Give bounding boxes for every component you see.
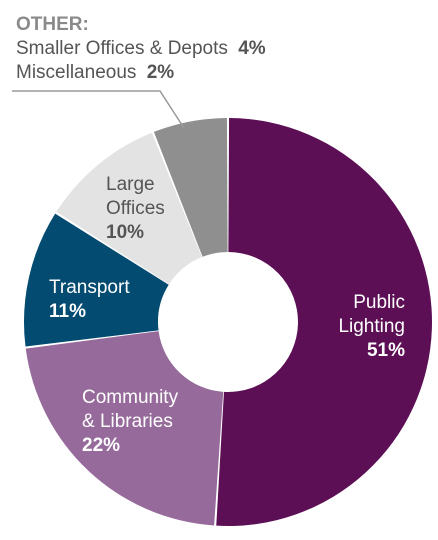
slice-label-text: Public bbox=[353, 292, 405, 313]
other-title: OTHER: bbox=[16, 14, 89, 35]
slice-label-text: Lighting bbox=[338, 316, 405, 337]
slice-value-label: 10% bbox=[106, 222, 144, 243]
pie-slice bbox=[23, 213, 169, 347]
slice-value-label: 51% bbox=[367, 340, 405, 361]
pie-slice bbox=[25, 331, 224, 526]
slices-group bbox=[23, 118, 432, 526]
slice-labels-group: Public Lighting 51% Community & Libraries 22%… bbox=[49, 174, 405, 456]
other-item-label: Smaller Offices & Depots bbox=[16, 38, 228, 59]
pie-slice bbox=[56, 132, 202, 285]
pie-slice bbox=[153, 118, 228, 257]
slice-label-text: & Libraries bbox=[82, 411, 173, 432]
slice-label: Transport 11% bbox=[49, 277, 130, 322]
pie-slice bbox=[216, 118, 432, 526]
other-item-label: Miscellaneous bbox=[16, 62, 136, 83]
slice-label: Large Offices 10% bbox=[106, 174, 165, 243]
slice-label: Public Lighting 51% bbox=[338, 292, 405, 361]
slice-label-text: Large bbox=[106, 174, 155, 195]
slice-label: Community & Libraries 22% bbox=[82, 387, 179, 456]
other-item-smaller-offices: Smaller Offices & Depots 4% bbox=[16, 38, 266, 59]
slice-label-text: Community bbox=[82, 387, 179, 408]
slice-label-text: Transport bbox=[49, 277, 130, 298]
slice-value-label: 11% bbox=[49, 301, 86, 322]
other-leader-line bbox=[12, 90, 185, 129]
other-item-value: 4% bbox=[238, 38, 266, 59]
other-item-value: 2% bbox=[147, 62, 175, 83]
slice-value-label: 22% bbox=[82, 435, 120, 456]
slice-label-text: Offices bbox=[106, 198, 165, 219]
other-item-miscellaneous: Miscellaneous 2% bbox=[16, 62, 174, 83]
